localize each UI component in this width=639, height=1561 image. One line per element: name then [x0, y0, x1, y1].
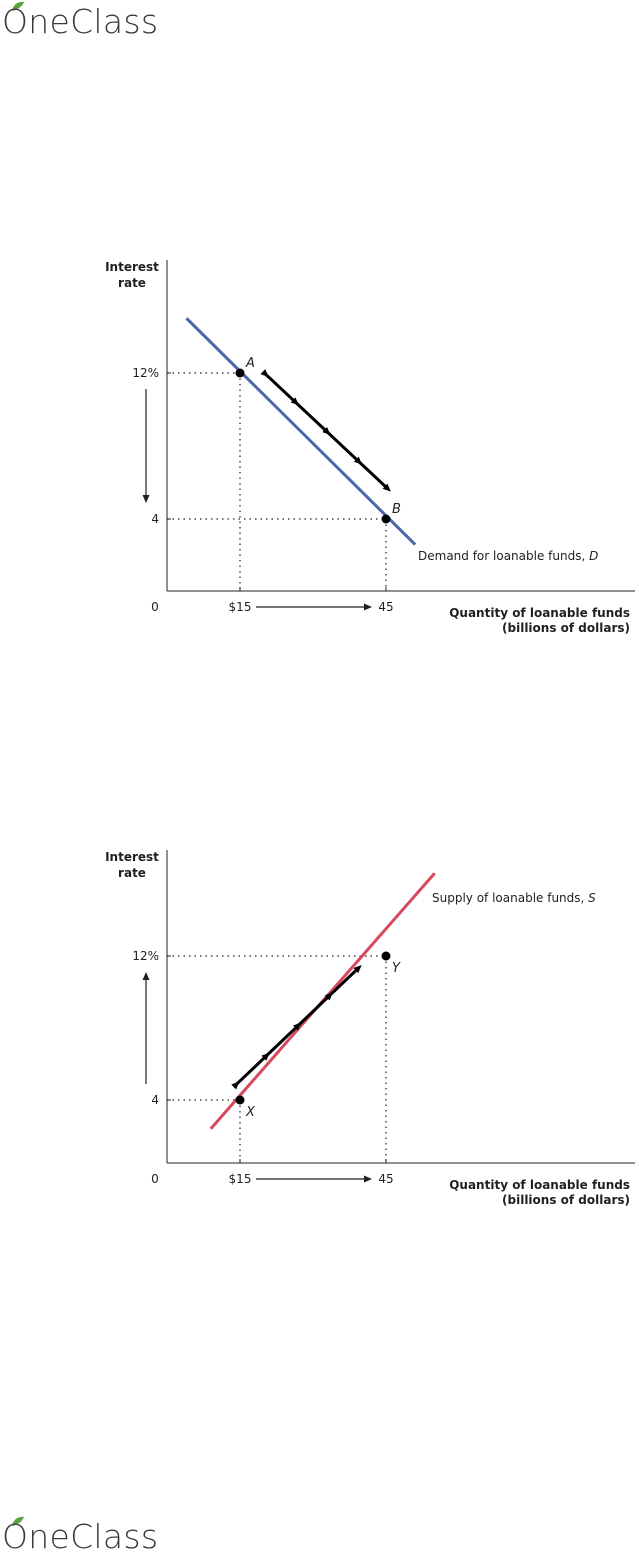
point-label-a: A: [245, 356, 255, 371]
oneclass-logo-footer: OneClass: [0, 1515, 200, 1561]
demand-chart: Interest rate Quantity of loanable funds(b…: [105, 260, 635, 635]
movement-arrow-chevron-2: [324, 992, 333, 1001]
series-label-prefix: Supply of loanable funds,: [432, 891, 588, 905]
point-y: [381, 951, 391, 961]
logo-text: OneClass: [2, 2, 159, 41]
point-x: [235, 1095, 245, 1105]
origin-label: 0: [151, 600, 159, 614]
movement-arrow-chevron-0: [261, 1052, 270, 1061]
series-label: Supply of loanable funds, S: [432, 891, 596, 905]
y-tick-label-0: 12%: [132, 949, 159, 963]
x-tick-label-1: 45: [378, 1172, 393, 1186]
x-tick-label-0: $15: [229, 600, 252, 614]
movement-arrow-start: [231, 1081, 240, 1090]
series-label-var: D: [589, 549, 598, 563]
series-label: Demand for loanable funds, D: [418, 549, 598, 563]
y-change-arrow-head: [142, 972, 150, 980]
y-tick-label-1: 4: [151, 512, 159, 526]
supply-chart: Interest rate Quantity of loanable funds(b…: [105, 850, 635, 1207]
movement-arrow-head: [353, 965, 362, 974]
y-axis-title-line1: Interest: [105, 260, 159, 274]
movement-arrow-chevron-2: [353, 456, 363, 465]
movement-arrow-chevron-1: [293, 1022, 302, 1031]
movement-arrow-chevron-0: [290, 397, 299, 406]
origin-label: 0: [151, 1172, 159, 1186]
y-axis-title-line2: rate: [118, 866, 146, 880]
movement-arrow-head: [382, 483, 391, 492]
x-axis-title-line2: (billions of dollars): [502, 621, 630, 635]
y-axis-title-line1: Interest: [105, 850, 159, 864]
series-line: [185, 317, 417, 546]
y-tick-label-1: 4: [151, 1093, 159, 1107]
x-change-arrow-head: [364, 1175, 372, 1183]
y-change-arrow-head: [142, 495, 150, 503]
x-tick-label-1: 45: [378, 600, 393, 614]
oneclass-logo: OneClass: [0, 0, 200, 46]
x-axis-title-line1: Quantity of loanable funds: [449, 606, 630, 620]
x-axis-title-line2: (billions of dollars): [502, 1193, 630, 1207]
y-tick-label-0: 12%: [132, 366, 159, 380]
point-a: [235, 368, 245, 378]
movement-arrow-chevron-1: [322, 427, 331, 436]
point-label-b: B: [392, 502, 401, 517]
point-b: [381, 514, 391, 524]
x-change-arrow-head: [364, 603, 372, 611]
x-tick-label-0: $15: [229, 1172, 252, 1186]
leaf-icon: [12, 1, 24, 11]
point-label-y: Y: [392, 961, 401, 976]
series-label-prefix: Demand for loanable funds,: [418, 549, 589, 563]
logo-text-footer: OneClass: [2, 1517, 159, 1556]
y-axis-title-line2: rate: [118, 276, 146, 290]
movement-arrow-start: [260, 369, 269, 378]
point-label-x: X: [245, 1105, 256, 1120]
series-label-var: S: [588, 891, 596, 905]
x-axis-title-line1: Quantity of loanable funds: [449, 1178, 630, 1192]
leaf-icon: [12, 1516, 24, 1526]
